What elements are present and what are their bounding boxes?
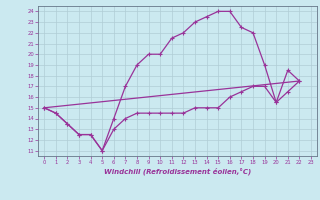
X-axis label: Windchill (Refroidissement éolien,°C): Windchill (Refroidissement éolien,°C) <box>104 168 251 175</box>
